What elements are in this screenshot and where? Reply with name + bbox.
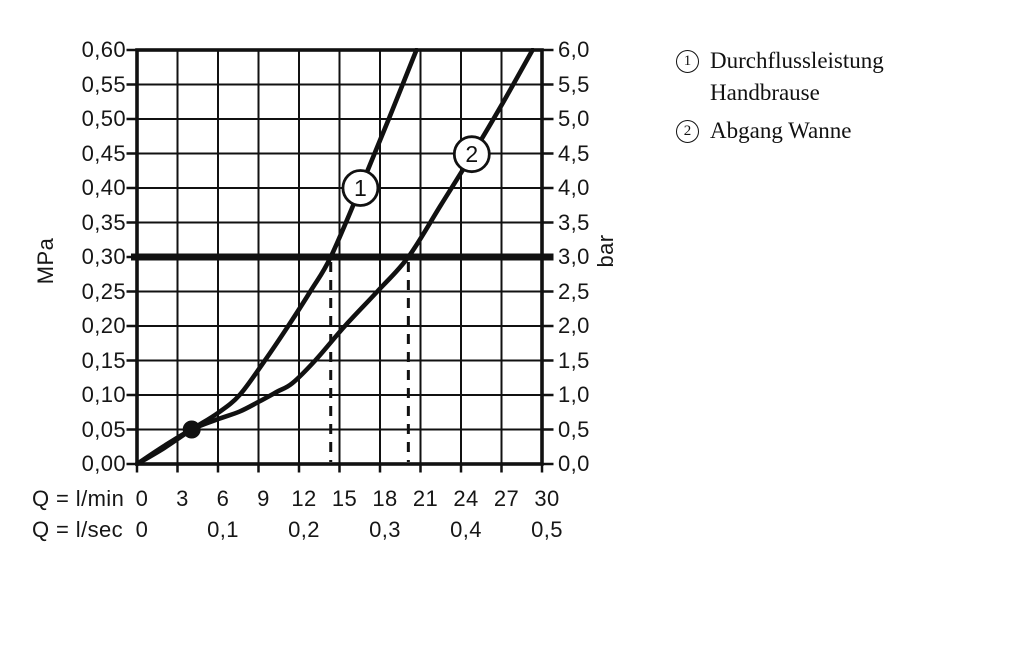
y-right-tick-label: 3,5 bbox=[558, 209, 590, 235]
x-lsec-tick-label: 0,1 bbox=[207, 517, 239, 542]
x-lsec-tick-label: 0 bbox=[135, 517, 149, 542]
y-right-tick-label: 0,5 bbox=[558, 416, 590, 442]
y-left-tick-label: 0,50 bbox=[81, 106, 126, 131]
y-left-tick-label: 0,30 bbox=[81, 244, 126, 269]
y-right-tick-label: 2,0 bbox=[558, 313, 590, 338]
legend-item-1: 1 Durchflussleistung Handbrause bbox=[676, 45, 884, 109]
x-lmin-tick-label: 15 bbox=[331, 486, 358, 511]
y-left-tick-label: 0,35 bbox=[81, 209, 126, 235]
y-right-tick-label: 5,5 bbox=[558, 71, 590, 97]
x-lmin-tick-label: 12 bbox=[291, 486, 317, 511]
curve-2 bbox=[135, 48, 535, 466]
y-right-tick-label: 0,0 bbox=[558, 451, 590, 476]
y-left-tick-label: 0,10 bbox=[81, 382, 126, 407]
x-lsec-tick-label: 0,2 bbox=[288, 517, 320, 542]
x-axis-lmin-label: Q = l/min bbox=[32, 486, 125, 511]
legend-item-2: 2 Abgang Wanne bbox=[676, 115, 884, 147]
y-right-tick-label: 4,0 bbox=[558, 175, 590, 200]
y-right-tick-label: 6,0 bbox=[558, 37, 590, 62]
y-right-tick-label: 4,5 bbox=[558, 140, 590, 166]
curve-marker-circle-2 bbox=[452, 135, 491, 174]
y-left-tick-label: 0,20 bbox=[81, 313, 126, 338]
y-axis-right-unit-label: bar bbox=[593, 234, 618, 268]
x-axis-lsec-label: Q = l/sec bbox=[32, 517, 124, 542]
y-left-tick-label: 0,45 bbox=[81, 140, 126, 166]
y-left-tick-label: 0,00 bbox=[81, 451, 126, 476]
x-lsec-tick-label: 0,5 bbox=[531, 517, 563, 542]
x-lmin-tick-label: 9 bbox=[257, 486, 270, 511]
y-right-tick-label: 5,0 bbox=[558, 106, 590, 131]
y-left-tick-label: 0,25 bbox=[81, 278, 126, 304]
curve-marker-number-1: 1 bbox=[354, 175, 367, 201]
legend-text-line: Handbrause bbox=[710, 80, 820, 105]
x-lmin-tick-label: 21 bbox=[412, 486, 439, 511]
x-lmin-tick-label: 0 bbox=[135, 486, 149, 511]
y-right-tick-label: 2,5 bbox=[558, 278, 590, 304]
legend-text-line: Abgang Wanne bbox=[710, 118, 852, 143]
legend-text-line: Durchflussleistung bbox=[710, 48, 884, 73]
y-right-tick-label: 3,0 bbox=[558, 244, 590, 269]
x-lmin-tick-label: 30 bbox=[534, 486, 560, 511]
x-lmin-tick-label: 27 bbox=[493, 486, 520, 511]
x-lsec-tick-label: 0,3 bbox=[369, 517, 401, 542]
x-lmin-tick-label: 24 bbox=[453, 486, 479, 511]
legend-text: Abgang Wanne bbox=[710, 115, 851, 147]
curve-marker-number-2: 2 bbox=[465, 141, 478, 167]
y-left-tick-label: 0,60 bbox=[81, 37, 126, 62]
legend-text: Durchflussleistung Handbrause bbox=[710, 45, 884, 109]
legend-number-2-icon: 2 bbox=[676, 120, 699, 143]
legend-number-1-icon: 1 bbox=[676, 50, 699, 73]
x-lmin-tick-label: 3 bbox=[176, 486, 189, 511]
y-right-tick-label: 1,5 bbox=[558, 347, 590, 373]
x-lmin-tick-label: 6 bbox=[216, 486, 230, 511]
y-left-tick-label: 0,40 bbox=[81, 175, 126, 200]
legend: 1 Durchflussleistung Handbrause 2 Abgang Wan… bbox=[676, 45, 884, 147]
y-left-tick-label: 0,55 bbox=[81, 71, 126, 97]
y-left-tick-label: 0,05 bbox=[81, 416, 126, 442]
x-lmin-tick-label: 18 bbox=[372, 486, 398, 511]
y-axis-left-unit-label: MPa bbox=[33, 237, 58, 285]
y-right-tick-label: 1,0 bbox=[558, 382, 590, 407]
x-lsec-tick-label: 0,4 bbox=[450, 517, 482, 542]
curve-marker-circle-1 bbox=[341, 169, 380, 207]
y-left-tick-label: 0,15 bbox=[81, 347, 126, 373]
curve-point-dot bbox=[182, 420, 201, 439]
